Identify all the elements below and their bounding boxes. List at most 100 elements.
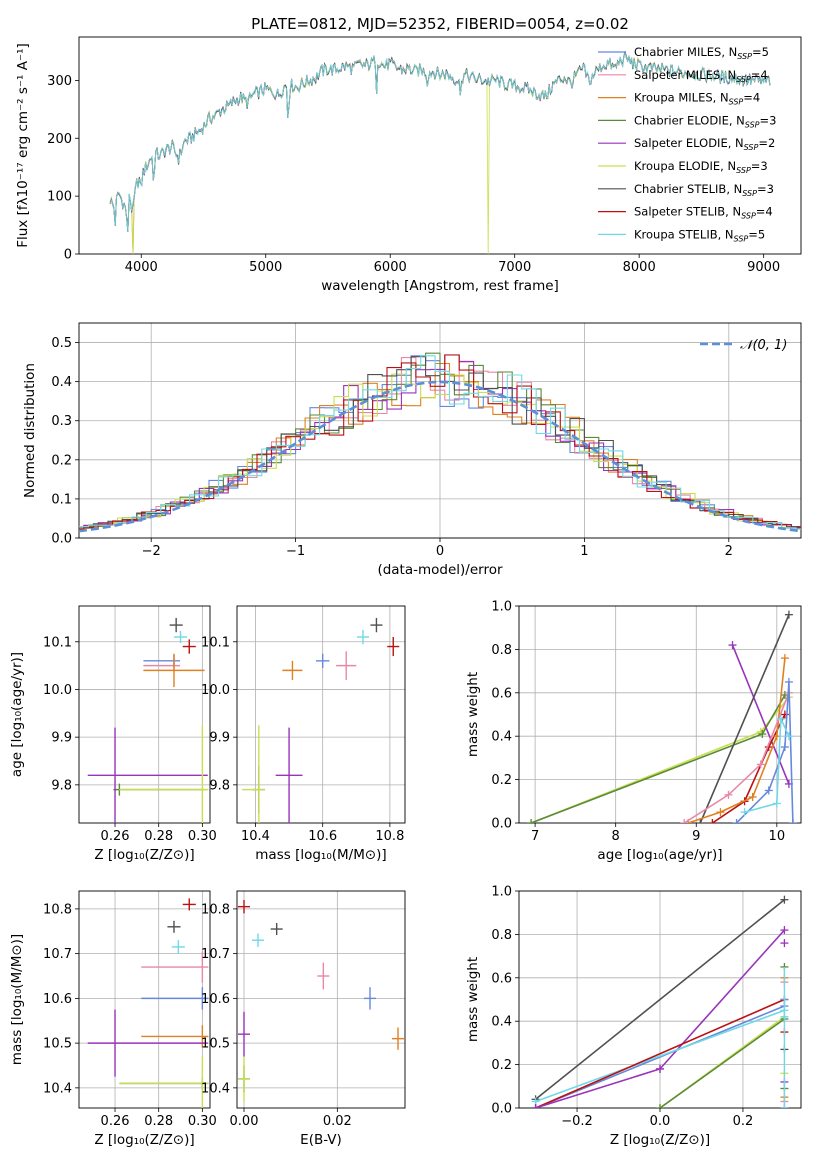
y-tick-label: 0.4 xyxy=(491,1015,512,1030)
x-tick-label: 2 xyxy=(725,544,733,559)
y-tick-label: 1.0 xyxy=(491,885,512,900)
point-chabrier_stelib xyxy=(169,617,183,633)
panel-mass_vs_Z: 0.26 0.28 0.30 10.4 10.5 10.6 10.7 10.8 Z [log₁₀… xyxy=(9,890,217,1148)
series-chabrier_stelib xyxy=(535,899,785,1100)
y-tick-label: 10.1 xyxy=(43,635,72,650)
marker-chabrier_stelib xyxy=(784,610,793,619)
marker-salpeter_miles xyxy=(756,760,765,769)
y-tick-label: 0.1 xyxy=(51,492,72,507)
x-tick-label: 10 xyxy=(769,829,786,844)
marker-kroupa_miles xyxy=(780,654,789,663)
x-tick-label: −0.2 xyxy=(561,1114,593,1129)
x-tick-label: 0 xyxy=(436,544,444,559)
y-tick-label: 0.5 xyxy=(51,336,72,351)
axes-frame xyxy=(236,605,406,824)
legend-label-chabrier_miles: Chabrier MILES, NSSP=5 xyxy=(634,45,769,61)
y-axis-label: mass [log₁₀(M/M⊙)] xyxy=(9,934,25,1065)
legend-label-gaussian: 𝒩(0, 1) xyxy=(740,338,787,353)
point-chabrier_miles xyxy=(364,987,376,1010)
x-tick-label: 10.8 xyxy=(375,829,404,844)
marker-kroupa_stelib xyxy=(740,808,749,817)
point-salpeter_stelib xyxy=(387,637,400,657)
marker-chabrier_miles xyxy=(788,819,797,823)
mass_vs_Z-points xyxy=(87,898,209,1108)
point-chabrier_miles xyxy=(315,653,330,668)
y-tick-label: 10.8 xyxy=(201,902,230,917)
x-tick-label: 6000 xyxy=(374,260,407,275)
gaussian-curve xyxy=(79,380,801,533)
x-tick-label: 4000 xyxy=(125,260,158,275)
axes-frame xyxy=(518,605,802,824)
y-tick-label: 300 xyxy=(47,74,72,89)
point-salpeter_miles xyxy=(317,962,330,990)
legend-label-chabrier_elodie: Chabrier ELODIE, NSSP=3 xyxy=(634,113,776,129)
axes-frame xyxy=(78,890,211,1109)
marker-chabrier_stelib xyxy=(696,819,705,823)
point-kroupa_miles xyxy=(282,660,303,680)
series-chabrier_miles xyxy=(535,1005,785,1108)
point-kroupa_miles xyxy=(392,1027,404,1050)
panel-mass_weight_vs_age: 7 8 9 10 0.0 0.2 0.4 0.6 0.8 1.0 age [log₁₀(age/yr… xyxy=(465,600,802,863)
y-tick-label: 10.1 xyxy=(201,635,230,650)
axes-frame xyxy=(78,36,802,255)
y-tick-label: 10.6 xyxy=(43,992,72,1007)
point-chabrier_miles xyxy=(141,987,209,1010)
panel-residuals: −2 −1 0 1 2 0.0 0.1 0.2 0.3 0.4 0.5 (data-model)/er… xyxy=(22,322,802,578)
y-tick-label: 9.9 xyxy=(51,731,72,746)
y-tick-label: 0.0 xyxy=(51,532,72,547)
y-tick-label: 0.2 xyxy=(51,453,72,468)
x-axis-label: mass [log₁₀(M/M⊙)] xyxy=(255,847,386,863)
y-tick-label: 10.5 xyxy=(201,1037,230,1052)
marker-chabrier_elodie xyxy=(527,819,536,823)
marker-chabrier_stelib xyxy=(780,895,789,904)
marker-stack xyxy=(780,939,789,948)
x-tick-label: 0.0 xyxy=(650,1114,671,1129)
point-salpeter_elodie xyxy=(275,727,303,823)
y-tick-label: 1.0 xyxy=(491,600,512,615)
series-kroupa_stelib xyxy=(744,718,790,813)
y-tick-label: 0.2 xyxy=(491,773,512,788)
x-tick-label: 9 xyxy=(692,829,700,844)
point-salpeter_elodie xyxy=(87,727,208,823)
point-salpeter_elodie xyxy=(238,1011,250,1057)
point-salpeter_miles xyxy=(336,651,357,680)
x-tick-label: 10.4 xyxy=(241,829,270,844)
x-axis-label: Z [log₁₀(Z/Z⊙)] xyxy=(94,1132,194,1148)
point-salpeter_elodie xyxy=(87,1009,208,1077)
x-tick-label: 0.2 xyxy=(733,1114,754,1129)
y-tick-label: 10.8 xyxy=(43,902,72,917)
x-tick-label: 10.6 xyxy=(308,829,337,844)
point-chabrier_stelib xyxy=(167,920,181,933)
x-axis-label: (data-model)/error xyxy=(377,562,503,578)
y-tick-label: 10.5 xyxy=(43,1037,72,1052)
marker-chabrier_miles xyxy=(732,819,741,823)
x-tick-label: 1 xyxy=(580,544,588,559)
y-tick-label: 0 xyxy=(64,248,72,263)
point-kroupa_stelib xyxy=(171,940,185,954)
point-salpeter_stelib xyxy=(182,898,196,911)
mass_weight_vs_Z-series xyxy=(531,895,789,1108)
y-tick-label: 0.0 xyxy=(491,817,512,832)
axes-frame xyxy=(236,890,406,1109)
y-tick-label: 0.8 xyxy=(491,928,512,943)
series-salpeter_miles xyxy=(683,692,790,823)
point-kroupa_miles xyxy=(143,653,205,688)
x-tick-label: 0.30 xyxy=(188,1114,217,1129)
point-chabrier_stelib xyxy=(370,617,383,633)
marker-salpeter_stelib xyxy=(708,819,717,823)
point-chabrier_stelib xyxy=(270,923,283,936)
point-salpeter_stelib xyxy=(238,899,250,914)
y-tick-label: 10.7 xyxy=(43,947,72,962)
y-tick-label: 10.6 xyxy=(201,992,230,1007)
x-tick-label: 9000 xyxy=(747,260,780,275)
marker-kroupa_stelib xyxy=(784,732,793,741)
marker-chabrier_miles xyxy=(784,677,793,686)
point-kroupa_elodie xyxy=(119,725,209,823)
histogram-bars xyxy=(79,352,801,533)
age_vs_Z-points xyxy=(87,617,209,823)
spectrum-line-kroupa_stelib xyxy=(109,52,771,232)
y-tick-label: 9.8 xyxy=(209,778,230,793)
y-axis-label: Flux [fλ10⁻¹⁷ erg cm⁻² s⁻¹ A⁻¹] xyxy=(15,43,31,248)
x-tick-label: 0.00 xyxy=(230,1114,259,1129)
